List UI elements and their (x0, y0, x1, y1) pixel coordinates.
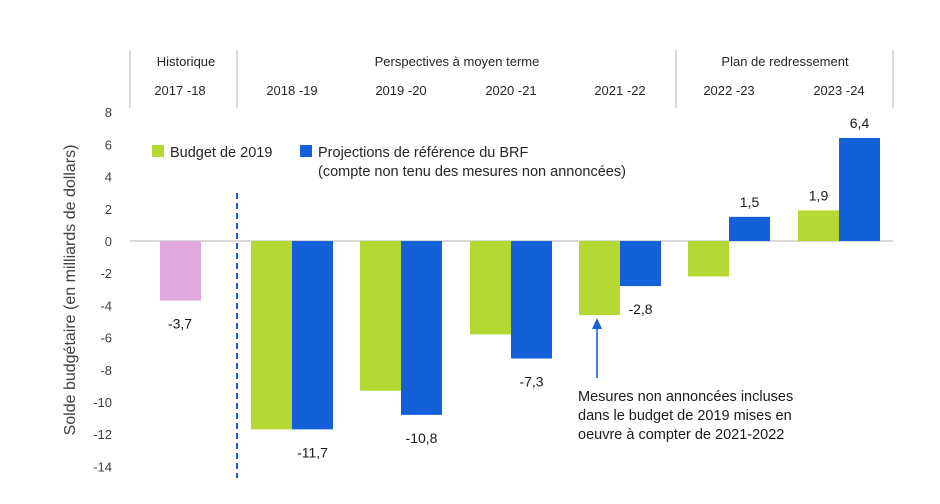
y-tick-label: -6 (100, 331, 112, 346)
bar-budget-2019 (360, 241, 401, 391)
data-label: 1,5 (740, 194, 760, 210)
y-tick-label: -14 (93, 459, 112, 474)
period-group-label: Perspectives à moyen terme (375, 54, 540, 69)
legend-swatch-brf (300, 145, 312, 157)
bar-budget-2019 (798, 210, 839, 241)
bar-layer (160, 137, 880, 430)
bar-brf-projection (839, 137, 880, 241)
data-label: -11,7 (297, 444, 328, 460)
period-group-label: Plan de redressement (721, 54, 849, 69)
bar-brf-projection (511, 241, 552, 359)
bar-historical (160, 241, 201, 301)
legend: Budget de 2019 Projections de référence … (152, 145, 626, 180)
data-label: 1,9 (809, 187, 829, 203)
period-header: Historique Perspectives à moyen terme Plan… (129, 50, 894, 108)
bar-budget-2019 (688, 241, 729, 277)
annotation: Mesures non annoncées incluses dans le b… (578, 318, 793, 443)
bar-brf-projection (620, 241, 661, 287)
data-label: -2,8 (628, 301, 652, 317)
y-tick-label: 4 (105, 170, 112, 185)
y-tick-label: 0 (105, 234, 112, 249)
data-label: -10,8 (406, 430, 438, 446)
y-axis-label: Solde budgétaire (en milliards de dollar… (62, 145, 79, 436)
annotation-line-3: oeuvre à compter de 2021-2022 (578, 427, 784, 443)
legend-label-brf: Projections de référence du BRF (318, 145, 528, 161)
y-tick-label: -10 (93, 395, 112, 410)
annotation-arrowhead-icon (592, 318, 602, 329)
y-tick-label: 6 (105, 137, 112, 152)
x-tick-label: 2020 -21 (485, 83, 536, 98)
x-tick-label: 2018 -19 (266, 83, 317, 98)
bar-brf-projection (401, 241, 442, 415)
legend-label-budget: Budget de 2019 (170, 145, 272, 161)
bar-budget-2019 (470, 241, 511, 335)
period-group-label: Historique (157, 54, 216, 69)
x-tick-label: 2023 -24 (813, 83, 864, 98)
data-label: -7,3 (519, 374, 543, 390)
y-tick-label: -8 (100, 363, 112, 378)
data-label: -3,7 (168, 316, 192, 332)
y-tick-label: 2 (105, 202, 112, 217)
y-tick-label: -4 (100, 298, 112, 313)
legend-label-brf-note: (compte non tenu des mesures non annoncé… (318, 164, 626, 180)
bar-budget-2019 (579, 241, 620, 316)
annotation-line-2: dans le budget de 2019 mises en (578, 408, 792, 424)
x-tick-label: 2017 -18 (154, 83, 205, 98)
y-tick-label: 8 (105, 105, 112, 120)
annotation-line-1: Mesures non annoncées incluses (578, 389, 793, 405)
x-tick-label: 2021 -22 (594, 83, 645, 98)
data-label-layer: -3,7 1,9 -11,7 -10,8 -7,3 -2,8 1,5 6,4 (168, 115, 870, 460)
bar-budget-2019 (251, 241, 292, 430)
x-tick-label: 2019 -20 (375, 83, 426, 98)
legend-swatch-budget (152, 145, 164, 157)
y-tick-label: -2 (100, 266, 112, 281)
data-label: 6,4 (850, 115, 870, 131)
bar-brf-projection (729, 216, 770, 241)
bar-brf-projection (292, 241, 333, 430)
y-tick-label: -12 (93, 427, 112, 442)
x-tick-label: 2022 -23 (703, 83, 754, 98)
